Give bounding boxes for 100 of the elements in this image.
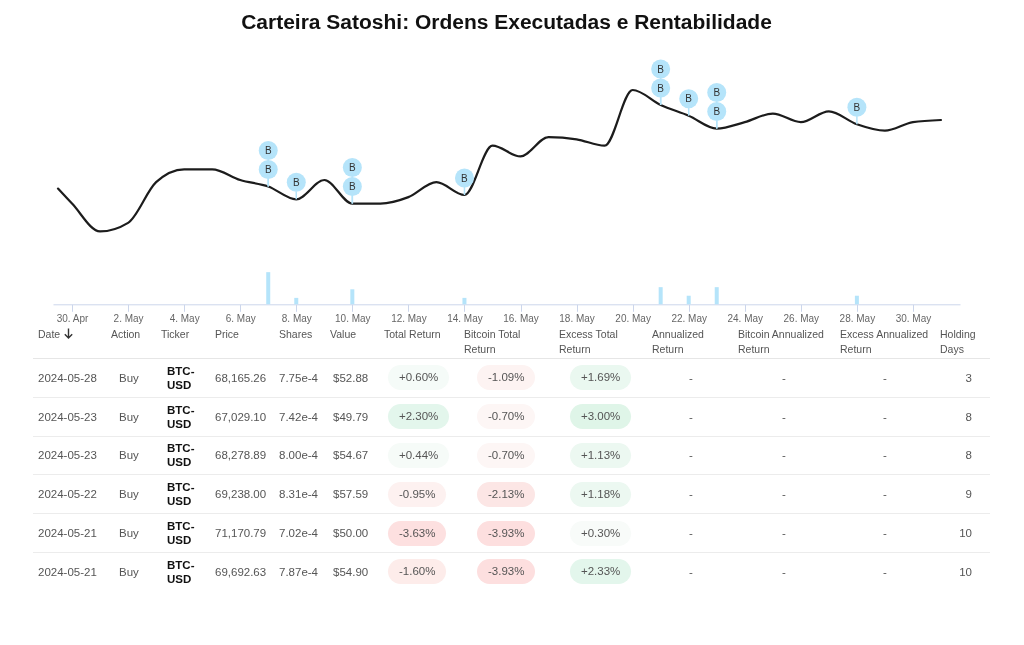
text: 2024-05-21 <box>38 565 97 578</box>
category-label: Value <box>330 328 357 340</box>
text: - <box>689 449 693 462</box>
text: 8.31e-4 <box>279 488 319 501</box>
text: $50.00 <box>333 527 369 540</box>
text: 7.02e-4 <box>279 527 319 540</box>
bar <box>714 287 719 305</box>
x-tick-label: 12. May <box>391 312 427 324</box>
x-tick-label: 10. May <box>335 312 371 324</box>
text: $54.67 <box>333 449 369 462</box>
text: 8 <box>965 449 972 462</box>
text: - <box>689 565 693 578</box>
text: 68,278.89 <box>215 449 267 462</box>
text: 2024-05-21 <box>38 527 97 540</box>
text: -0.70% <box>477 442 536 468</box>
text: BTC-USD <box>167 402 196 431</box>
text: -3.93% <box>477 520 536 546</box>
category-label: Date <box>38 328 61 340</box>
text: 7.75e-4 <box>279 371 319 384</box>
text: 9 <box>965 488 972 501</box>
category-label: Excess Annualized Return <box>840 328 929 355</box>
text: - <box>782 410 786 423</box>
text: - <box>689 410 693 423</box>
text: 3 <box>965 371 972 384</box>
text: $54.90 <box>333 565 369 578</box>
category-label: Bitcoin Annualized Return <box>738 328 824 355</box>
text: -1.60% <box>388 559 447 585</box>
x-tick-label: 2. May <box>113 312 144 324</box>
text: 7.87e-4 <box>279 565 319 578</box>
text: 69,692.63 <box>215 565 267 578</box>
bar <box>686 295 691 305</box>
text: 8 <box>965 410 972 423</box>
annotation: B <box>657 63 665 75</box>
annotation: B <box>713 87 721 99</box>
category-label: Excess Total Return <box>559 328 618 355</box>
text: - <box>782 371 786 384</box>
text: - <box>689 371 693 384</box>
text: Buy <box>119 410 139 423</box>
text: 71,170.79 <box>215 527 267 540</box>
annotation: B <box>685 93 693 105</box>
text: BTC-USD <box>167 480 196 509</box>
text: 2024-05-23 <box>38 449 97 462</box>
annotation: B <box>264 145 272 157</box>
bar <box>266 272 271 305</box>
text: 10 <box>959 565 972 578</box>
category-label: Holding Days <box>940 328 976 355</box>
text: - <box>883 565 887 578</box>
category-label: Total Return <box>384 328 441 340</box>
text: +2.30% <box>388 404 450 430</box>
category-label: Bitcoin Total Return <box>464 328 521 355</box>
text: BTC-USD <box>167 363 196 392</box>
text: +0.44% <box>388 442 450 468</box>
text: BTC-USD <box>167 519 196 548</box>
category-label: Price <box>215 328 239 340</box>
text: Buy <box>119 371 139 384</box>
text: 7.42e-4 <box>279 410 319 423</box>
text: - <box>883 488 887 501</box>
category-label: Shares <box>279 328 313 340</box>
chart-title: Carteira Satoshi: Ordens Executadas e Rentabilidade <box>241 9 772 33</box>
text: BTC-USD <box>167 441 196 470</box>
x-tick-label: 30. May <box>895 312 932 324</box>
annotation: B <box>264 164 272 176</box>
text: +0.60% <box>388 365 450 391</box>
annotation: B <box>348 181 356 193</box>
text: $49.79 <box>333 410 369 423</box>
text: $52.88 <box>333 371 369 384</box>
text: Buy <box>119 488 139 501</box>
annotation: B <box>461 172 469 184</box>
text: +1.69% <box>570 365 632 391</box>
text: -2.13% <box>477 481 536 507</box>
text: 10 <box>959 527 972 540</box>
text: - <box>782 565 786 578</box>
text: BTC-USD <box>167 557 196 586</box>
text: 2024-05-22 <box>38 488 97 501</box>
annotation: B <box>348 162 356 174</box>
bar <box>350 289 355 305</box>
text: -3.93% <box>477 559 536 585</box>
category-label: Annualized Return <box>652 328 704 355</box>
x-tick-label: 14. May <box>447 312 483 324</box>
bar <box>658 287 663 305</box>
text: -0.95% <box>388 481 447 507</box>
annotation: B <box>713 106 721 118</box>
bar <box>854 295 859 305</box>
annotation: B <box>853 101 861 113</box>
bar <box>462 297 467 305</box>
x-tick-label: 30. Apr <box>56 312 90 324</box>
x-tick-label: 8. May <box>281 312 312 324</box>
text: +3.00% <box>570 404 632 430</box>
text: - <box>883 527 887 540</box>
text: -3.63% <box>388 520 447 546</box>
category-label: Ticker <box>161 328 190 340</box>
text: +0.30% <box>570 520 632 546</box>
x-tick-label: 20. May <box>615 312 651 324</box>
x-tick-label: 22. May <box>671 312 707 324</box>
text: 2024-05-28 <box>38 371 97 384</box>
text: 68,165.26 <box>215 371 267 384</box>
text: +2.33% <box>570 559 632 585</box>
annotation: B <box>657 82 665 94</box>
text: Buy <box>119 449 139 462</box>
text: 69,238.00 <box>215 488 267 501</box>
